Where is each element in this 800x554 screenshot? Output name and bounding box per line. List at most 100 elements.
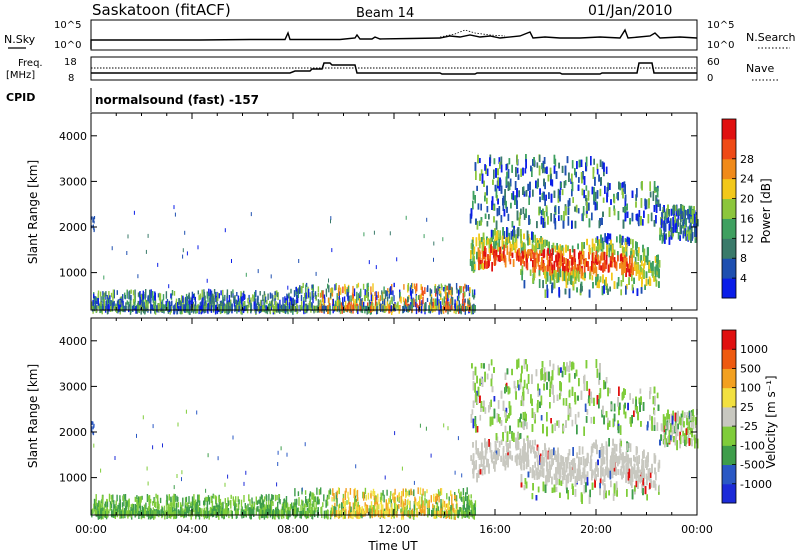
echo-cell	[681, 205, 684, 212]
echo-cell	[670, 227, 673, 237]
echo-cell	[536, 162, 539, 168]
velocity-scatter-layer	[91, 358, 699, 520]
echo-cell	[132, 290, 135, 296]
echo-cell	[608, 207, 611, 217]
echo-cell	[222, 295, 224, 303]
echo-cell	[598, 239, 601, 250]
echo-cell	[190, 300, 193, 305]
echo-cell	[603, 260, 606, 270]
echo-cell	[555, 270, 557, 279]
echo-cell	[683, 205, 685, 214]
echo-cell	[272, 295, 274, 302]
echo-cell	[629, 255, 631, 264]
echo-cell	[522, 257, 524, 264]
echo-cell	[542, 218, 545, 228]
echo-cell	[250, 297, 252, 304]
echo-cell	[605, 261, 607, 269]
echo-cell	[535, 249, 538, 255]
echo-cell	[685, 218, 687, 226]
echo-cell	[641, 269, 643, 275]
echo-cell	[417, 305, 420, 313]
echo-cell	[349, 488, 352, 495]
echo-cell	[635, 267, 638, 276]
echo-cell	[637, 214, 640, 225]
echo-cell	[655, 279, 658, 287]
nave-tick-0: 0	[707, 73, 713, 84]
echo-cell	[93, 226, 95, 230]
echo-cell	[673, 204, 675, 215]
echo-cell	[106, 295, 108, 299]
echo-cell	[659, 227, 661, 235]
echo-cell	[523, 213, 526, 220]
echo-cell	[628, 237, 630, 246]
echo-cell	[419, 299, 421, 306]
echo-cell	[458, 289, 460, 296]
echo-cell	[688, 210, 691, 220]
echo-cell	[310, 302, 312, 308]
echo-cell	[573, 256, 575, 264]
echo-cell	[522, 207, 525, 214]
echo-cell	[683, 219, 686, 225]
echo-cell	[424, 287, 426, 295]
echo-cell	[245, 305, 248, 311]
echo-cell	[543, 157, 546, 164]
echo-cell	[93, 498, 96, 504]
echo-cell	[523, 261, 526, 267]
echo-cell	[410, 304, 412, 310]
echo-cell	[492, 230, 494, 240]
echo-cell	[542, 280, 544, 289]
echo-cell	[628, 268, 631, 277]
echo-cell	[498, 206, 501, 216]
echo-cell	[624, 184, 626, 194]
echo-cell	[591, 275, 594, 281]
echo-cell	[352, 298, 355, 306]
echo-cell	[337, 302, 339, 310]
echo-cell	[574, 271, 576, 277]
echo-cell	[655, 186, 657, 193]
echo-cell	[484, 246, 486, 252]
echo-cell	[546, 166, 548, 174]
echo-cell	[568, 198, 571, 206]
echo-cell	[621, 237, 623, 245]
echo-cell	[324, 297, 326, 303]
echo-cell	[508, 232, 511, 243]
echo-cell	[580, 269, 583, 279]
echo-cell	[659, 234, 661, 241]
echo-cell	[122, 294, 124, 303]
echo-cell	[457, 294, 460, 302]
echo-cell	[407, 283, 410, 291]
echo-cell	[475, 218, 477, 225]
echo-cell	[600, 234, 602, 244]
echo-cell	[91, 216, 93, 220]
echo-cell	[606, 237, 609, 245]
echo-cell	[157, 293, 160, 298]
echo-cell	[556, 273, 558, 283]
echo-cell	[624, 205, 626, 213]
echo-cell	[668, 231, 670, 238]
echo-cell	[648, 261, 650, 270]
echo-cell	[325, 288, 328, 297]
echo-cell	[183, 304, 186, 313]
echo-cell	[359, 305, 362, 311]
echo-cell	[433, 241, 435, 246]
echo-cell	[531, 167, 533, 177]
echo-cell	[288, 302, 291, 309]
echo-cell	[495, 220, 498, 230]
echo-cell	[98, 303, 101, 308]
echo-cell	[311, 284, 313, 289]
echo-cell	[253, 295, 256, 304]
echo-cell	[588, 244, 591, 251]
echo-cell	[409, 287, 412, 296]
echo-cell	[295, 306, 297, 313]
echo-cell	[664, 234, 666, 244]
echo-cell	[375, 291, 377, 300]
echo-cell	[367, 296, 369, 302]
echo-cell	[304, 292, 306, 298]
echo-cell	[571, 189, 573, 197]
echo-cell	[661, 212, 663, 219]
echo-cell	[509, 258, 512, 265]
echo-cell	[466, 306, 468, 311]
colorbar-segment	[722, 278, 736, 299]
echo-cell	[399, 297, 401, 302]
